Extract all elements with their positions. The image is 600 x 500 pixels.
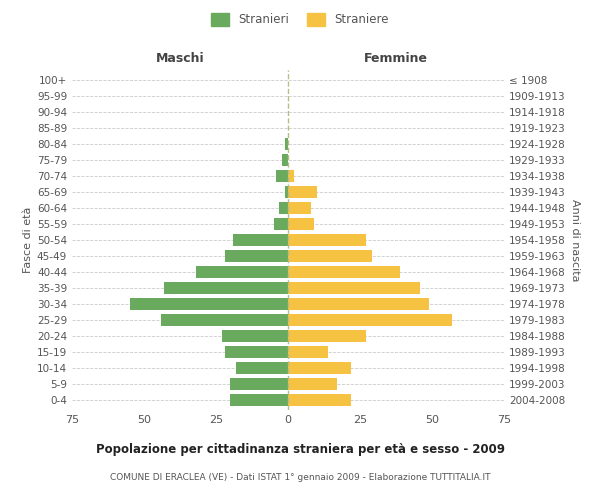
Text: Femmine: Femmine — [364, 52, 428, 65]
Bar — [288, 362, 352, 374]
Bar — [196, 266, 288, 278]
Bar — [288, 346, 328, 358]
Bar — [282, 154, 288, 166]
Bar — [277, 170, 288, 182]
Bar — [288, 218, 314, 230]
Bar — [161, 314, 288, 326]
Text: Maschi: Maschi — [155, 52, 205, 65]
Bar — [288, 282, 421, 294]
Bar — [230, 378, 288, 390]
Text: Popolazione per cittadinanza straniera per età e sesso - 2009: Popolazione per cittadinanza straniera p… — [95, 442, 505, 456]
Bar — [285, 138, 288, 150]
Text: COMUNE DI ERACLEA (VE) - Dati ISTAT 1° gennaio 2009 - Elaborazione TUTTITALIA.IT: COMUNE DI ERACLEA (VE) - Dati ISTAT 1° g… — [110, 472, 490, 482]
Bar — [274, 218, 288, 230]
Bar — [233, 234, 288, 246]
Bar — [288, 394, 352, 406]
Bar — [288, 170, 294, 182]
Y-axis label: Anni di nascita: Anni di nascita — [569, 198, 580, 281]
Bar — [224, 346, 288, 358]
Bar — [288, 378, 337, 390]
Bar — [288, 298, 429, 310]
Bar — [288, 330, 366, 342]
Bar — [285, 186, 288, 198]
Bar — [230, 394, 288, 406]
Bar — [288, 234, 366, 246]
Bar — [288, 250, 371, 262]
Bar — [236, 362, 288, 374]
Bar — [280, 202, 288, 214]
Bar — [288, 202, 311, 214]
Y-axis label: Fasce di età: Fasce di età — [23, 207, 33, 273]
Bar — [288, 186, 317, 198]
Bar — [288, 314, 452, 326]
Bar — [164, 282, 288, 294]
Bar — [288, 266, 400, 278]
Legend: Stranieri, Straniere: Stranieri, Straniere — [211, 14, 389, 26]
Bar — [130, 298, 288, 310]
Bar — [222, 330, 288, 342]
Bar — [224, 250, 288, 262]
